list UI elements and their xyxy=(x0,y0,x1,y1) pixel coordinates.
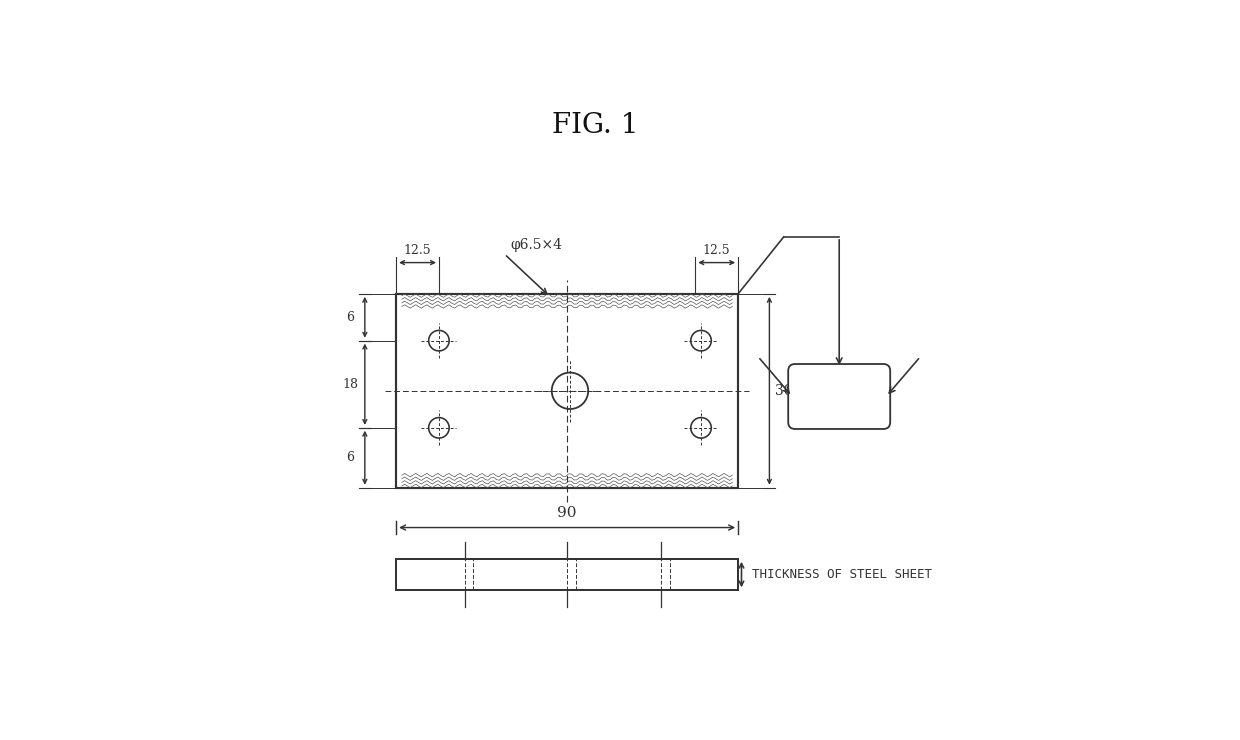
Text: THICKNESS OF STEEL SHEET: THICKNESS OF STEEL SHEET xyxy=(751,568,931,581)
Text: FIG. 1: FIG. 1 xyxy=(552,112,639,139)
Bar xyxy=(397,294,738,488)
Bar xyxy=(397,559,738,591)
Text: 6: 6 xyxy=(347,311,355,324)
Text: 6: 6 xyxy=(347,451,355,464)
Text: 30: 30 xyxy=(775,384,792,398)
Text: 12.5: 12.5 xyxy=(703,243,730,257)
Text: 12.5: 12.5 xyxy=(404,243,432,257)
FancyBboxPatch shape xyxy=(789,364,890,429)
Text: 90: 90 xyxy=(557,506,577,520)
Text: 18: 18 xyxy=(342,377,358,391)
Text: φ6.5×4: φ6.5×4 xyxy=(510,238,562,252)
